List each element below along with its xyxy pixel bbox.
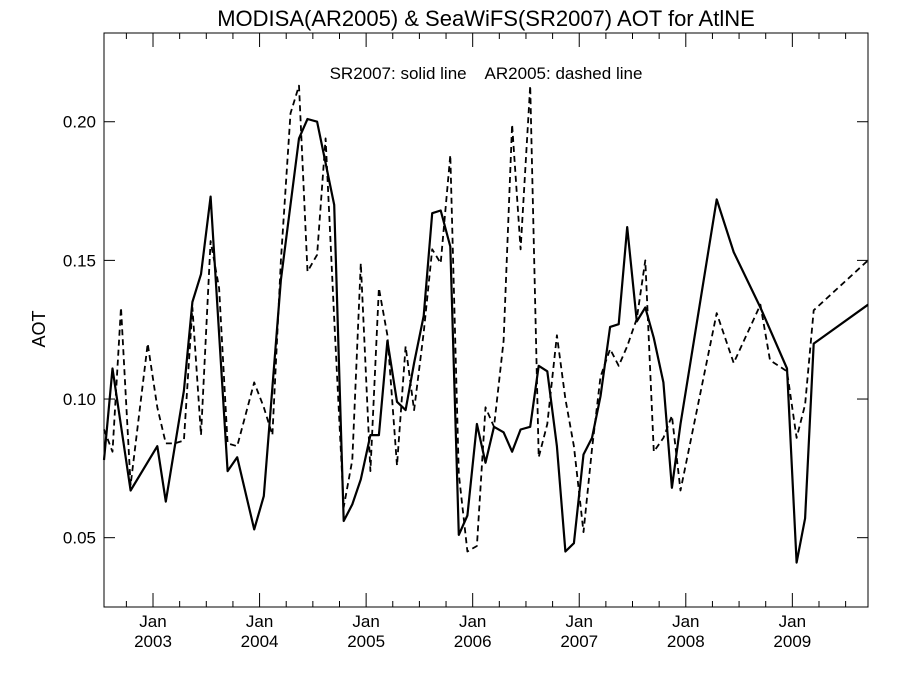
y-tick-label: 0.20 xyxy=(63,113,96,132)
x-tick-year-label: 2008 xyxy=(667,632,705,651)
plot-frame xyxy=(103,32,869,608)
chart-title: MODISA(AR2005) & SeaWiFS(SR2007) AOT for… xyxy=(217,6,755,31)
x-tick-month-label: Jan xyxy=(246,612,273,631)
x-tick-year-label: 2005 xyxy=(347,632,385,651)
x-tick-year-label: 2006 xyxy=(454,632,492,651)
y-tick-label: 0.10 xyxy=(63,390,96,409)
ticks: 0.050.100.150.20Jan2003Jan2004Jan2005Jan… xyxy=(63,33,868,651)
y-tick-label: 0.05 xyxy=(63,529,96,548)
x-tick-month-label: Jan xyxy=(139,612,166,631)
x-tick-year-label: 2007 xyxy=(560,632,598,651)
legend-annotation: SR2007: solid line AR2005: dashed line xyxy=(330,64,643,83)
x-tick-month-label: Jan xyxy=(672,612,699,631)
x-tick-month-label: Jan xyxy=(352,612,379,631)
y-tick-label: 0.15 xyxy=(63,251,96,270)
x-tick-year-label: 2009 xyxy=(773,632,811,651)
x-tick-year-label: 2004 xyxy=(241,632,279,651)
x-tick-year-label: 2003 xyxy=(134,632,172,651)
y-axis-label: AOT xyxy=(29,310,49,347)
series-line-ar2005 xyxy=(103,84,869,553)
x-tick-month-label: Jan xyxy=(779,612,806,631)
x-tick-month-label: Jan xyxy=(566,612,593,631)
series-layer xyxy=(102,84,869,564)
series-line-sr2007 xyxy=(102,117,869,564)
x-tick-month-label: Jan xyxy=(459,612,486,631)
